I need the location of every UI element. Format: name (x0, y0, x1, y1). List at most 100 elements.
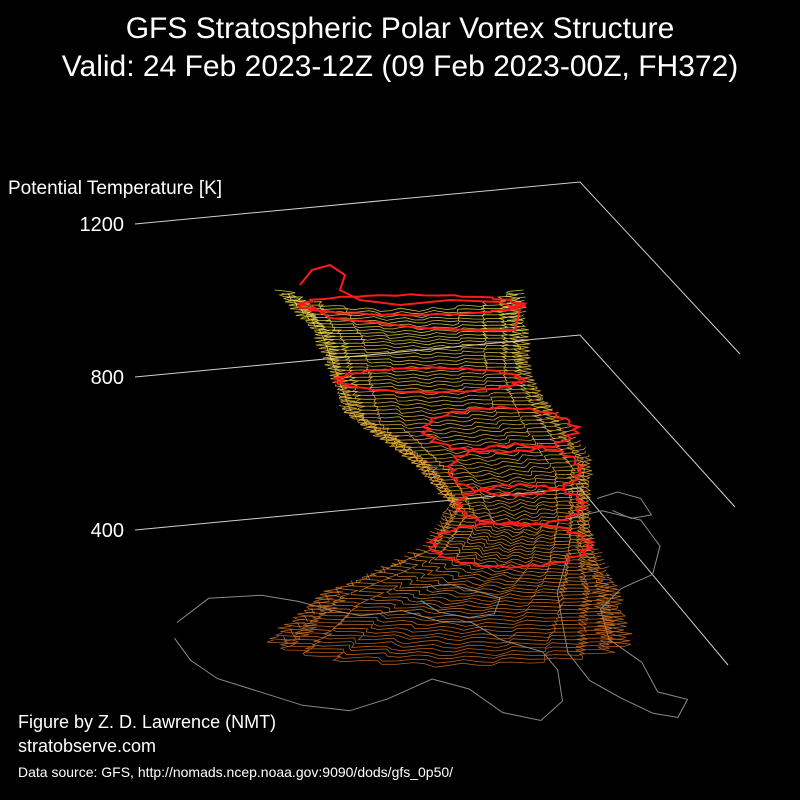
isosurface-hatch (293, 300, 298, 307)
isosurface-contour (336, 391, 544, 412)
isosurface-contour (283, 622, 627, 649)
isosurface-hatch (306, 314, 310, 321)
isosurface-contour (313, 328, 529, 346)
isosurface-contour (324, 363, 532, 381)
isosurface-contour (420, 468, 592, 497)
z-tick-label: 400 (91, 520, 124, 542)
isosurface-contour (349, 415, 560, 439)
isosurface-contour (314, 335, 529, 352)
isosurface-contour (305, 317, 526, 337)
isosurface-contour (297, 611, 627, 638)
coastline-segment (596, 491, 653, 519)
isosurface-hatch (350, 580, 355, 587)
isosurface-contour (399, 555, 602, 583)
chart-subtitle: Valid: 24 Feb 2023-12Z (09 Feb 2023-00Z,… (61, 50, 739, 83)
isosurface-contour (415, 461, 591, 489)
vortex-isosurface (266, 289, 633, 668)
isosurface-contour (334, 384, 538, 403)
isosurface-hatch (403, 447, 408, 454)
coastline-segment (174, 594, 564, 722)
isosurface-contour (309, 324, 527, 343)
site-credit: stratobserve.com (18, 736, 157, 756)
isosurface-contour (363, 422, 570, 447)
z-tick-label: 800 (91, 367, 124, 389)
isosurface-contour (385, 562, 606, 590)
isosurface-hatch (321, 335, 326, 342)
isosurface-contour (293, 615, 624, 642)
isosurface-hatch (413, 454, 418, 461)
isosurface-contour (325, 352, 529, 370)
vortex-edge-ring (419, 405, 583, 454)
vortex-edge-ring (428, 520, 595, 569)
vortex-edge-contours (297, 263, 595, 569)
vortex-edge-ring (333, 366, 528, 394)
grid-plane-800 (134, 334, 736, 508)
isosurface-hatch (283, 636, 287, 643)
isosurface-contour (450, 499, 591, 531)
isosurface-contour (390, 559, 604, 586)
isosurface-hatch (304, 615, 308, 622)
isosurface-contour (423, 545, 595, 573)
isosurface-contour (294, 307, 527, 328)
isosurface-hatch (412, 552, 417, 559)
isosurface-hatch (335, 587, 339, 594)
z-axis-label: Potential Temperature [K] (8, 178, 222, 199)
isosurface-contour (399, 447, 587, 475)
isosurface-contour (342, 408, 553, 431)
isosurface-contour (315, 331, 529, 349)
figure-credit: Figure by Z. D. Lawrence (NMT) (18, 712, 277, 732)
isosurface-contour (315, 342, 531, 359)
isosurface-contour (277, 625, 625, 653)
isosurface-hatch (441, 524, 445, 531)
isosurface-contour (338, 394, 543, 415)
isosurface-contour (440, 517, 589, 547)
isosurface-contour (423, 471, 594, 500)
isosurface-hatch (297, 622, 301, 629)
isosurface-contour (379, 433, 577, 459)
isosurface-contour (368, 426, 572, 451)
isosurface-hatch (397, 559, 402, 566)
isosurface-contour (430, 531, 594, 560)
isosurface-contour (303, 608, 622, 635)
z-axis-ticks: 400 800 1200 (80, 214, 125, 542)
grid-plane-1200 (134, 181, 741, 355)
coastlines (174, 491, 689, 722)
isosurface-contour (332, 380, 537, 399)
isosurface-contour (315, 338, 529, 356)
isosurface-contour (308, 601, 622, 627)
isosurface-contour (338, 405, 553, 427)
isosurface-contour (417, 464, 592, 493)
isosurface-contour (269, 636, 631, 664)
vortex-edge-ring (453, 482, 588, 527)
isosurface-hatch (366, 573, 371, 580)
isosurface-contour (280, 629, 633, 657)
isosurface-contour (429, 534, 594, 564)
isosurface-contour (343, 412, 559, 435)
isosurface-hatch (311, 608, 315, 615)
isosurface-contour (299, 314, 524, 334)
isosurface-contour (359, 419, 564, 443)
isosurface-contour (436, 485, 592, 516)
isosurface-contour (384, 436, 577, 462)
isosurface-contour (407, 552, 603, 580)
isosurface-contour (439, 489, 592, 520)
isosurface-contour (428, 475, 591, 504)
isosurface-contour (315, 594, 622, 619)
axes-frame (134, 181, 741, 666)
vortex-edge-ring (297, 293, 527, 317)
grid-plane-400 (134, 487, 729, 666)
isosurface-contour (415, 548, 599, 576)
isosurface-hatch (381, 566, 386, 573)
isosurface-contour (313, 597, 624, 623)
data-source-credit: Data source: GFS, http://nomads.ncep.noa… (18, 764, 454, 780)
isosurface-contour (291, 618, 628, 646)
coastline-segment (420, 583, 501, 619)
z-tick-label: 1200 (80, 214, 125, 236)
isosurface-contour (388, 440, 581, 466)
isosurface-hatch (426, 468, 431, 475)
coastline-segment (556, 510, 689, 719)
isosurface-contour (289, 303, 526, 324)
isosurface-hatch (290, 629, 294, 636)
vortex-edge-ring (445, 442, 585, 498)
